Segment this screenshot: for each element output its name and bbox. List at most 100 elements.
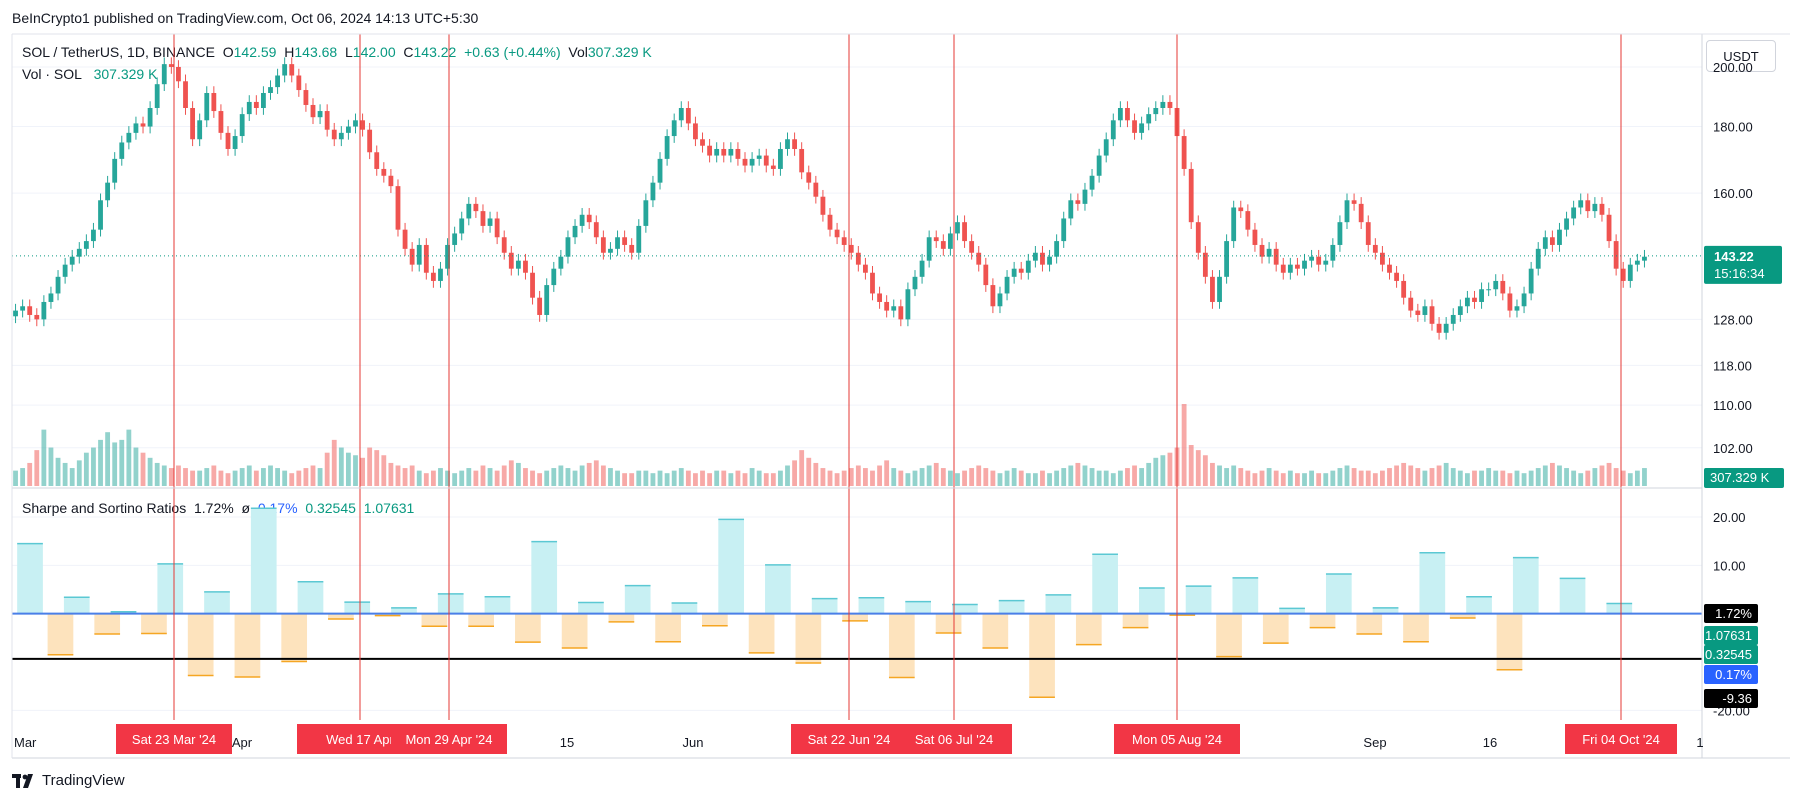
volume-bar xyxy=(246,465,252,486)
sortino-bar xyxy=(1496,613,1523,670)
volume-bar xyxy=(636,470,642,486)
sortino-bar xyxy=(47,613,74,655)
volume-bar xyxy=(76,460,82,486)
candle-body xyxy=(700,139,705,146)
last-price-tag-box xyxy=(1704,245,1782,284)
time-tick-label: 1 xyxy=(1696,735,1703,750)
volume-bar xyxy=(615,470,620,486)
volume-bar xyxy=(402,468,408,486)
volume-bar xyxy=(813,462,819,486)
candle-body xyxy=(834,229,840,238)
volume-bars xyxy=(13,404,1647,486)
volume-bar xyxy=(1401,462,1407,486)
candle-body xyxy=(253,101,259,109)
volume-bar xyxy=(232,470,238,486)
time-tick-label: Mar xyxy=(14,735,37,750)
candle-body xyxy=(1323,260,1329,265)
volume-bar xyxy=(926,465,932,486)
candle-body xyxy=(1507,293,1513,311)
volume-bar xyxy=(1195,450,1201,486)
candle-body xyxy=(962,222,967,242)
candle-body xyxy=(735,148,741,159)
candle-body xyxy=(785,139,790,149)
volume-bar xyxy=(1380,470,1385,486)
ratio-tag-box xyxy=(1704,645,1758,664)
volume-bar xyxy=(685,470,691,486)
volume-bar xyxy=(841,470,847,486)
candle-body xyxy=(983,264,989,286)
volume-bar xyxy=(338,447,344,486)
candle-body xyxy=(544,285,550,315)
candle-body xyxy=(650,182,656,201)
volume-label[interactable]: Vol · SOL xyxy=(22,66,82,82)
sharpe-bar xyxy=(1232,577,1259,614)
candle-body xyxy=(1032,252,1038,261)
volume-bar xyxy=(1436,465,1442,486)
time-tick-label: 15 xyxy=(560,735,574,750)
sharpe-bar xyxy=(110,611,137,614)
date-tag-box xyxy=(791,724,907,754)
candle-body xyxy=(225,132,231,149)
candle-body xyxy=(778,148,783,169)
candle-body xyxy=(1174,108,1180,137)
sharpe-bar xyxy=(1045,594,1072,614)
volume-bar xyxy=(990,470,996,486)
candle-body xyxy=(1479,289,1484,302)
candle-body xyxy=(1337,222,1343,245)
volume-bar xyxy=(1287,470,1293,486)
volume-bar xyxy=(1578,473,1584,486)
candle-body xyxy=(296,75,302,91)
sharpe-bar xyxy=(718,519,745,614)
sortino-bar xyxy=(468,613,494,627)
candle-body xyxy=(905,289,911,320)
volume-bar xyxy=(1273,470,1279,486)
sortino-bar xyxy=(1356,613,1383,634)
volume-bar xyxy=(133,447,139,486)
volume-bar xyxy=(608,468,613,486)
volume-bar xyxy=(62,462,68,486)
volume-bar xyxy=(898,470,904,486)
candle-body xyxy=(289,64,295,76)
volume-bar xyxy=(112,442,118,486)
candle-body xyxy=(275,75,280,88)
time-tick-label: 15 xyxy=(891,735,905,750)
sortino-bar xyxy=(561,613,588,648)
tradingview-logo[interactable]: TradingView xyxy=(12,772,125,789)
symbol-name[interactable]: SOL / TetherUS, 1D, BINANCE xyxy=(22,44,215,60)
currency-selector[interactable]: USDT xyxy=(1706,40,1776,72)
time-tick-label: 16 xyxy=(1483,735,1497,750)
candle-body xyxy=(657,158,663,183)
volume-bar xyxy=(487,468,493,486)
volume-bar xyxy=(1252,473,1258,486)
volume-bar xyxy=(863,468,868,486)
volume-bar xyxy=(905,473,911,486)
date-tag-label: Mon 05 Aug '24 xyxy=(1132,732,1222,747)
candle-body xyxy=(133,123,139,133)
volume-bar xyxy=(848,468,854,486)
sortino-bar xyxy=(1029,613,1055,698)
volume-bar xyxy=(1153,457,1159,486)
indicator-name[interactable]: Sharpe and Sortino Ratios xyxy=(22,500,187,516)
candle-body xyxy=(537,297,543,315)
volume-bar xyxy=(955,473,960,486)
volume-bar xyxy=(1188,445,1194,486)
candle-body xyxy=(629,244,635,253)
candle-body xyxy=(1117,108,1123,121)
volume-bar xyxy=(1259,470,1265,486)
candle-body xyxy=(1195,222,1201,253)
candle-body xyxy=(997,293,1003,307)
vol-value: 307.329 K xyxy=(587,44,652,60)
volume-bar xyxy=(919,468,925,486)
volume-bar xyxy=(947,470,953,486)
volume-bar xyxy=(1627,473,1633,486)
ratio-tick-label: -20.00 xyxy=(1713,703,1750,718)
volume-bar xyxy=(218,470,224,486)
candle-body xyxy=(409,248,415,265)
candle-body xyxy=(1599,203,1605,215)
candle-body xyxy=(423,244,429,273)
sharpe-bar xyxy=(858,597,885,614)
candle-body xyxy=(1564,218,1569,230)
indicator-v1: 1.72% xyxy=(194,500,234,516)
open-label: O xyxy=(222,44,234,60)
volume-bar xyxy=(168,468,174,486)
